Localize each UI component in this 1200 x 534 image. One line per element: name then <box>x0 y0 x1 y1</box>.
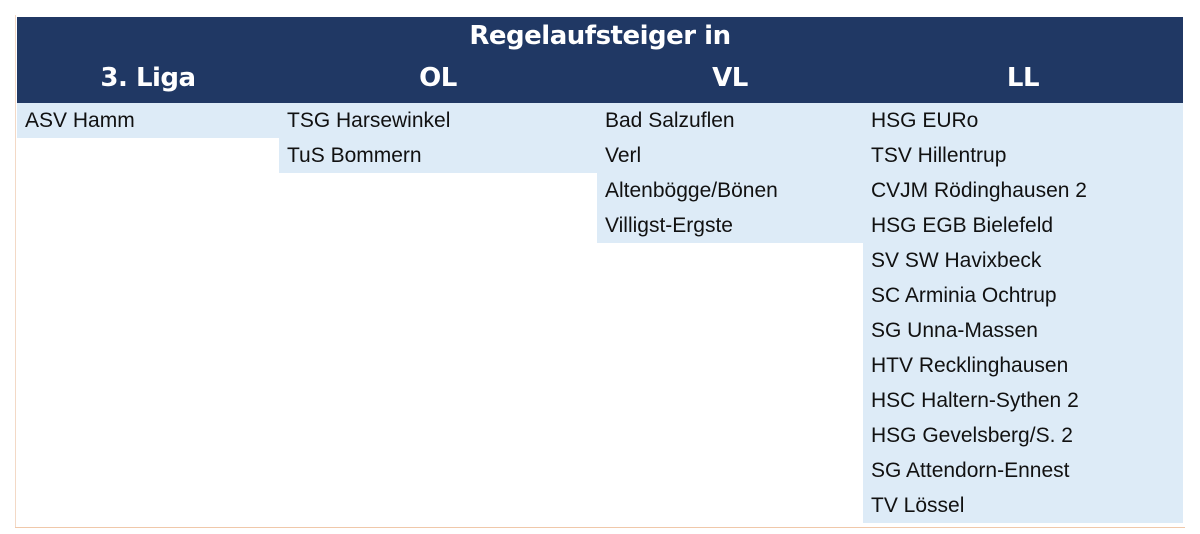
team-cell[interactable]: HSG EURo <box>863 103 1183 138</box>
column-header-ll: LL <box>1006 63 1040 93</box>
column-header-3-liga: 3. Liga <box>100 63 196 93</box>
column-ol: TSG Harsewinkel TuS Bommern <box>279 103 597 173</box>
team-cell[interactable]: TSV Hillentrup <box>863 138 1183 173</box>
team-cell[interactable]: TV Lössel <box>863 488 1183 523</box>
team-cell[interactable]: HSG EGB Bielefeld <box>863 208 1183 243</box>
team-cell[interactable]: HSG Gevelsberg/S. 2 <box>863 418 1183 453</box>
team-cell[interactable]: Verl <box>597 138 863 173</box>
sheet-border-left <box>15 15 16 527</box>
team-cell[interactable]: Altenbögge/Bönen <box>597 173 863 208</box>
column-ll: HSG EURo TSV Hillentrup CVJM Rödinghausen … <box>863 103 1183 523</box>
team-cell[interactable]: TuS Bommern <box>279 138 597 173</box>
table-header: Regelaufsteiger in 3. Liga OL VL LL <box>17 17 1183 103</box>
team-cell[interactable]: SV SW Havixbeck <box>863 243 1183 278</box>
team-cell[interactable]: Villigst-Ergste <box>597 208 863 243</box>
column-vl: Bad Salzuflen Verl Altenbögge/Bönen Villigs… <box>597 103 863 243</box>
column-header-ol: OL <box>419 63 457 93</box>
column-header-vl: VL <box>712 63 748 93</box>
team-cell[interactable]: SG Attendorn-Ennest <box>863 453 1183 488</box>
team-cell[interactable]: SC Arminia Ochtrup <box>863 278 1183 313</box>
team-cell[interactable]: Bad Salzuflen <box>597 103 863 138</box>
column-3-liga: ASV Hamm <box>17 103 279 138</box>
team-cell[interactable]: ASV Hamm <box>17 103 279 138</box>
table-title: Regelaufsteiger in <box>469 21 731 51</box>
team-cell[interactable]: SG Unna-Massen <box>863 313 1183 348</box>
sheet-border-bottom <box>15 527 1185 528</box>
team-cell[interactable]: HSC Haltern-Sythen 2 <box>863 383 1183 418</box>
team-cell[interactable]: CVJM Rödinghausen 2 <box>863 173 1183 208</box>
team-cell[interactable]: TSG Harsewinkel <box>279 103 597 138</box>
team-cell[interactable]: HTV Recklinghausen <box>863 348 1183 383</box>
